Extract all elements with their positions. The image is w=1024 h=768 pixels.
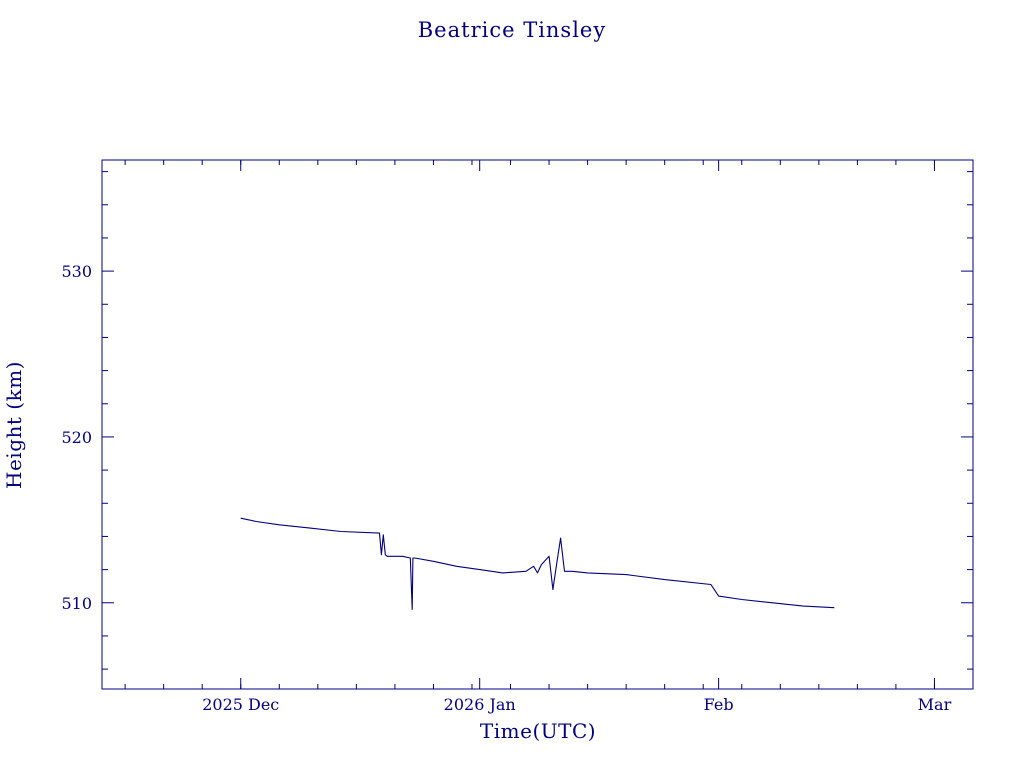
x-axis-label: Time(UTC) <box>480 719 596 743</box>
y-tick-label: 530 <box>61 262 92 281</box>
x-tick-label: Mar <box>918 695 952 714</box>
y-tick-label: 520 <box>61 428 92 447</box>
plot-frame <box>101 159 974 690</box>
x-tick-label: 2026 Jan <box>444 695 516 714</box>
axis-ticks <box>102 160 974 689</box>
chart-title: Beatrice Tinsley <box>418 18 606 42</box>
tick-labels: 510 520 530 2025 Dec 2026 Jan Feb Mar <box>61 262 951 714</box>
x-tick-label: Feb <box>704 695 734 714</box>
y-tick-label: 510 <box>61 594 92 613</box>
y-axis-label: Height (km) <box>2 361 26 489</box>
x-tick-label: 2025 Dec <box>202 695 279 714</box>
series-line <box>240 517 835 610</box>
